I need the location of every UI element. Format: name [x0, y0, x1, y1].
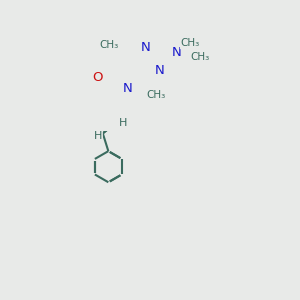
Text: N: N [123, 82, 133, 95]
Text: N: N [155, 64, 164, 77]
Text: CH₃: CH₃ [146, 90, 165, 100]
Text: H: H [94, 130, 102, 141]
Text: N: N [141, 41, 151, 54]
Text: CH₃: CH₃ [100, 40, 119, 50]
Text: CH₃: CH₃ [181, 38, 200, 48]
Text: N: N [171, 46, 181, 59]
Text: H: H [118, 118, 127, 128]
Text: O: O [92, 71, 103, 84]
Text: CH₃: CH₃ [190, 52, 209, 62]
